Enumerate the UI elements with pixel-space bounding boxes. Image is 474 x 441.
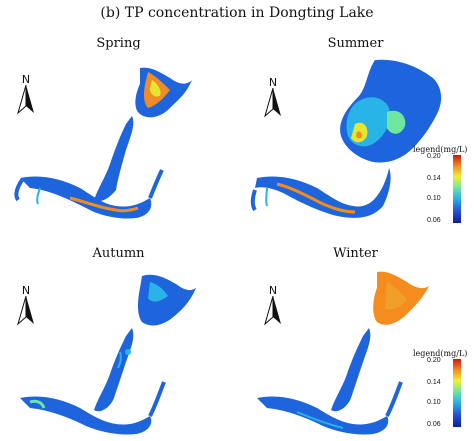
north-arrow-icon: N <box>15 73 37 117</box>
panel-title-summer: Summer <box>327 36 384 51</box>
colorbar-legend: legend(mg/L) 0.20 0.14 0.10 0.06 <box>413 145 474 229</box>
lake-map-spring <box>14 67 192 219</box>
legend-tick: 0.14 <box>427 175 441 182</box>
legend-colorbar <box>453 359 461 427</box>
panel-spring: Spring N <box>0 28 237 237</box>
legend-tick: 0.06 <box>427 421 441 428</box>
legend-tick: 0.14 <box>427 379 441 386</box>
panel-autumn: Autumn N <box>0 232 237 441</box>
panel-title-spring: Spring <box>96 36 141 51</box>
panel-title-autumn: Autumn <box>92 246 145 261</box>
legend-tick: 0.06 <box>427 217 441 224</box>
legend-colorbar <box>453 155 461 223</box>
legend-tick: 0.20 <box>427 357 441 364</box>
north-arrow-icon: N <box>262 284 284 328</box>
north-arrow-icon: N <box>262 76 284 120</box>
colorbar-legend: legend(mg/L) 0.20 0.14 0.10 0.06 <box>413 349 474 433</box>
legend-tick: 0.10 <box>427 399 441 406</box>
legend-title: legend(mg/L) <box>413 145 468 154</box>
legend-title: legend(mg/L) <box>413 349 468 358</box>
north-letter: N <box>21 284 31 297</box>
figure-title: (b) TP concentration in Dongting Lake <box>100 5 374 21</box>
legend-tick: 0.20 <box>427 153 441 160</box>
north-letter: N <box>268 76 278 89</box>
panel-summer: Summer N legend(mg/L) 0.20 0.14 0.10 0.0… <box>237 28 474 237</box>
panel-winter: Winter N legend(mg/L) 0.20 0.14 0.10 0.0… <box>237 232 474 441</box>
north-letter: N <box>21 73 31 86</box>
panel-title-winter: Winter <box>333 246 378 261</box>
lake-map-summer <box>250 59 442 218</box>
legend-tick: 0.10 <box>427 195 441 202</box>
north-arrow-icon: N <box>15 284 37 328</box>
lake-map-autumn <box>20 274 196 435</box>
north-letter: N <box>268 284 278 297</box>
lake-map-winter <box>257 271 429 435</box>
